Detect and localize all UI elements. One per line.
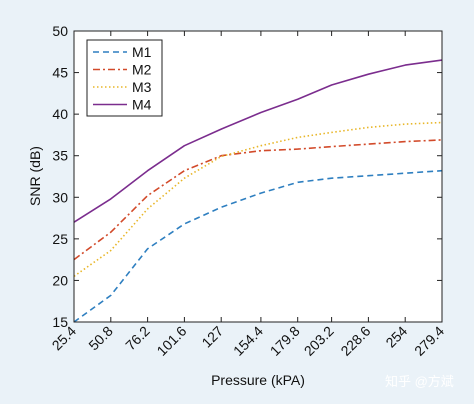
x-tick-label: 101.6	[153, 323, 189, 359]
x-tick-label: 203.2	[301, 323, 337, 359]
x-tick-label: 254	[382, 323, 410, 351]
y-tick-label: 50	[52, 23, 68, 39]
legend-label-m4: M4	[132, 97, 152, 113]
y-tick-label: 15	[52, 314, 68, 330]
y-tick-label: 35	[52, 148, 68, 164]
series-line-m1	[73, 169, 443, 323]
x-tick-label: 76.2	[122, 323, 153, 354]
series-line-m3	[73, 121, 443, 277]
y-tick-label: 40	[52, 106, 68, 122]
y-tick-label: 45	[52, 65, 68, 81]
x-tick-label: 50.8	[85, 323, 116, 354]
x-tick-label: 154.4	[230, 323, 266, 359]
plot-frame	[73, 30, 443, 323]
series-line-m4	[73, 59, 443, 223]
legend-label-m2: M2	[132, 62, 152, 78]
x-tick-label: 228.6	[337, 323, 373, 359]
y-tick-label: 20	[52, 272, 68, 288]
x-axis-title: Pressure (kPA)	[211, 372, 305, 388]
y-tick-label: 25	[52, 231, 68, 247]
y-tick-label: 30	[52, 189, 68, 205]
x-tick-label: 179.8	[267, 323, 303, 359]
y-axis-title: SNR (dB)	[27, 146, 43, 206]
x-tick-label: 279.4	[411, 323, 447, 359]
watermark-text: 知乎 @方斌	[385, 374, 454, 389]
x-tick-label: 127	[198, 323, 226, 351]
legend-label-m1: M1	[132, 44, 152, 60]
series-line-m2	[73, 139, 443, 261]
legend-label-m3: M3	[132, 79, 152, 95]
